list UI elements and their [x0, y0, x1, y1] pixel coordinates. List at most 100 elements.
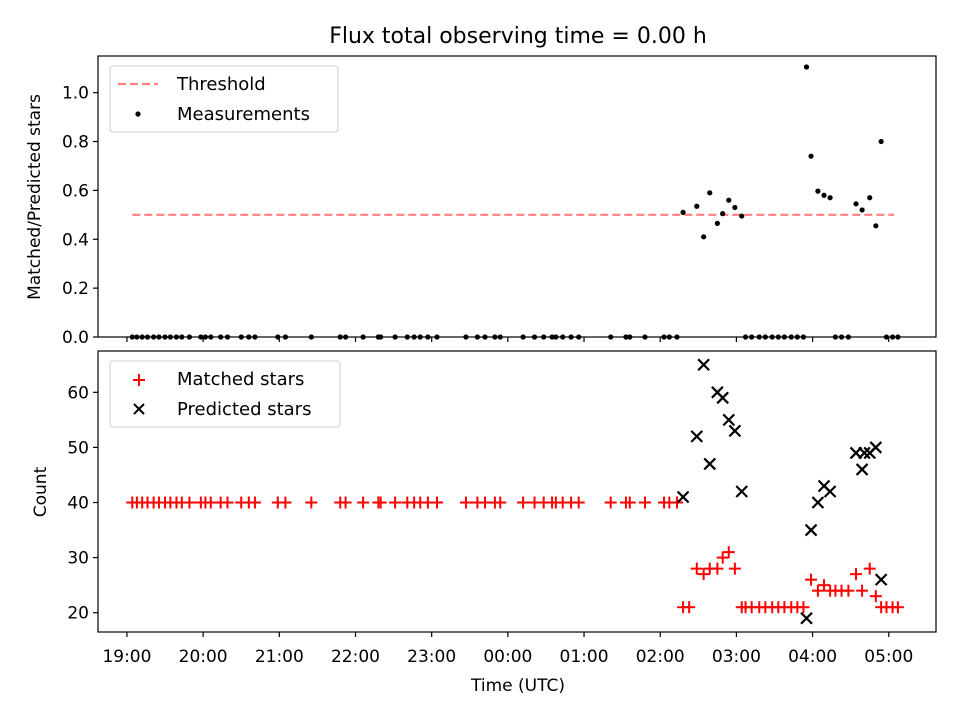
bottom-panel: 20 30 40 50 60 19:00 20:00 21:00 22:00 23:00 00:0… [31, 350, 937, 696]
matched-star-point [690, 562, 703, 575]
matched-star-point [811, 584, 824, 597]
matched-star-point [670, 496, 683, 509]
matched-star-point [431, 496, 444, 509]
measurement-point [827, 195, 833, 201]
bottom-y-tick-label: 30 [67, 549, 89, 569]
predicted-star-point [728, 424, 742, 438]
measurement-point [726, 197, 732, 203]
matched-star-point [842, 584, 855, 597]
matched-star-point [716, 551, 729, 564]
top-y-tick-label: 0.4 [62, 230, 89, 250]
measurement-point [720, 211, 726, 217]
top-panel: 0.0 0.2 0.4 0.6 0.8 1.0 Matched/Predicted sta… [25, 55, 937, 348]
measurement-point [853, 201, 859, 207]
bottom-y-ticks: 20 30 40 50 60 [67, 383, 98, 624]
x-tick-label: 05:00 [864, 647, 913, 667]
bottom-y-axis-label: Count [31, 466, 51, 517]
chart-title: Flux total observing time = 0.00 h [329, 24, 707, 49]
measurement-point [815, 188, 821, 194]
matched-star-point [305, 496, 318, 509]
x-tick-label: 00:00 [483, 647, 532, 667]
matched-star-point [357, 496, 370, 509]
legend-matched-swatch [133, 374, 145, 386]
bottom-axes-frame [97, 350, 937, 633]
bottom-x-ticks: 19:00 20:00 21:00 22:00 23:00 00:00 01:00 02:00… [102, 632, 913, 667]
matched-star-point [711, 562, 724, 575]
bottom-legend-box [109, 360, 341, 428]
matched-star-point [389, 496, 402, 509]
matched-star-point [248, 496, 261, 509]
measurement-point [859, 207, 865, 213]
matched-star-point [638, 496, 651, 509]
measurement-point [739, 213, 745, 219]
measurement-point [808, 153, 814, 159]
legend-matched-label: Matched stars [177, 369, 304, 390]
matched-star-point [517, 496, 530, 509]
matched-star-point [869, 590, 882, 603]
x-tick-label: 02:00 [636, 647, 685, 667]
matched-star-point [856, 584, 869, 597]
measurement-point [821, 192, 827, 198]
x-tick-label: 23:00 [407, 647, 456, 667]
bottom-y-tick-label: 60 [67, 383, 89, 403]
measurement-point [732, 204, 738, 211]
top-y-tick-label: 0.2 [62, 279, 89, 299]
predicted-star-point [716, 391, 729, 405]
top-y-tick-label: 0.8 [62, 133, 89, 153]
x-tick-label: 04:00 [788, 647, 837, 667]
bottom-y-tick-label: 40 [67, 494, 89, 514]
legend-measurements-swatch [135, 111, 141, 117]
matched-star-point [339, 496, 352, 509]
measurement-point [694, 203, 700, 209]
matched-star-point [818, 579, 831, 592]
top-x-ticks [126, 337, 890, 342]
predicted-star-point [735, 485, 749, 498]
legend-predicted-label: Predicted stars [177, 399, 311, 420]
measurement-point [701, 234, 707, 240]
matched-star-point [805, 573, 818, 586]
top-y-tick-label: 0.0 [62, 328, 89, 348]
predicted-star-point [690, 430, 704, 443]
measurement-point [714, 220, 720, 226]
measurement-point [803, 64, 810, 70]
top-y-axis-label: Matched/Predicted stars [25, 94, 45, 300]
matched-star-point [279, 496, 292, 509]
predicted-star-point [823, 485, 837, 498]
x-tick-label: 21:00 [255, 647, 304, 667]
matched-star-point [459, 496, 472, 509]
matched-star-point [863, 562, 876, 575]
predicted-star-point [869, 441, 883, 454]
predicted-star-point [703, 457, 717, 471]
matched-star-point [183, 496, 196, 509]
matched-star-point [604, 496, 617, 509]
matched-star-point [697, 568, 710, 581]
predicted-star-point [800, 611, 813, 625]
x-tick-label: 22:00 [331, 647, 380, 667]
predicted-star-point [697, 358, 710, 372]
predicted-star-point [858, 446, 871, 460]
matched-star-point [221, 496, 234, 509]
bottom-y-tick-label: 50 [67, 438, 89, 458]
top-axes-frame [97, 55, 937, 338]
predicted-star-point [722, 413, 736, 427]
legend-threshold-label: Threshold [176, 74, 266, 95]
predicted-star-point [874, 573, 888, 586]
matched-stars-points [126, 496, 904, 614]
matched-star-point [722, 546, 735, 559]
matched-star-point [374, 496, 387, 509]
measurement-point [878, 138, 884, 145]
predicted-star-point [676, 490, 690, 504]
matched-star-point [850, 568, 863, 581]
predicted-star-point [804, 523, 818, 537]
matched-star-point [572, 496, 585, 509]
bottom-y-tick-label: 20 [67, 604, 89, 624]
matched-star-point [623, 496, 636, 509]
x-tick-label: 03:00 [712, 647, 761, 667]
legend-predicted-swatch [133, 403, 145, 415]
predicted-star-point [811, 496, 825, 509]
x-tick-label: 19:00 [102, 647, 151, 667]
matched-star-point [891, 601, 904, 614]
bottom-legend: Matched stars Predicted stars [109, 360, 341, 428]
top-legend-box [109, 65, 339, 133]
